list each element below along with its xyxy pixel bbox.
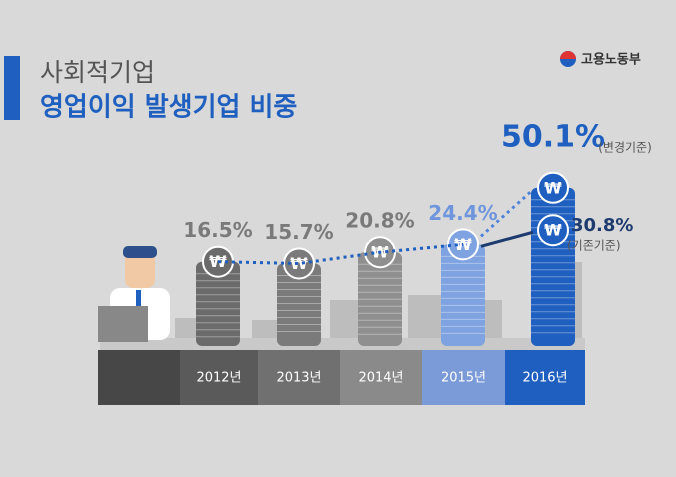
building bbox=[408, 295, 446, 340]
coin-stack bbox=[441, 244, 485, 346]
trend-line bbox=[217, 242, 464, 265]
x-tick-label: 2013년 bbox=[276, 371, 321, 386]
year-cell bbox=[422, 350, 505, 405]
building bbox=[330, 300, 362, 340]
base-left bbox=[98, 350, 180, 405]
currency-symbol: ₩ bbox=[544, 221, 562, 240]
chart-title: 사회적기업 bbox=[40, 58, 155, 87]
basis-coin bbox=[537, 214, 569, 247]
building bbox=[480, 300, 502, 340]
x-tick-label: 2016년 bbox=[522, 371, 567, 386]
year-cell bbox=[505, 350, 585, 405]
value-label: 15.7% bbox=[264, 220, 333, 244]
building bbox=[252, 320, 280, 340]
chart-subtitle: 영업이익 발생기업 비중 bbox=[40, 93, 297, 123]
laptop bbox=[98, 306, 148, 342]
x-tick-label: 2015년 bbox=[441, 371, 486, 386]
coin-stack bbox=[358, 252, 402, 346]
coin bbox=[283, 247, 315, 280]
coin-stack bbox=[196, 261, 240, 346]
currency-symbol: ₩ bbox=[544, 178, 562, 197]
base-top bbox=[100, 338, 585, 350]
x-tick-label: 2014년 bbox=[358, 371, 403, 386]
coin bbox=[537, 171, 569, 204]
x-tick-label: 2012년 bbox=[196, 371, 241, 386]
coin-stack bbox=[531, 187, 575, 346]
logo-text: 고용노동부 bbox=[581, 52, 641, 68]
value-label: 24.4% bbox=[428, 201, 497, 225]
head bbox=[125, 252, 155, 288]
year-cell bbox=[180, 350, 258, 405]
trend-arrow bbox=[479, 188, 535, 238]
basis-label: 30.8% bbox=[571, 215, 633, 236]
currency-symbol: ₩ bbox=[290, 254, 308, 273]
logo: 고용노동부 bbox=[560, 51, 641, 68]
person bbox=[98, 246, 170, 342]
coin-stack bbox=[277, 263, 321, 346]
note: (변경기준) bbox=[598, 140, 652, 154]
value-label: 20.8% bbox=[345, 209, 414, 233]
year-cell bbox=[340, 350, 422, 405]
basis-arrow bbox=[480, 230, 534, 248]
value-label: 16.5% bbox=[183, 218, 252, 242]
year-cell bbox=[258, 350, 340, 405]
currency-symbol: ₩ bbox=[454, 235, 472, 254]
value-label: 50.1% bbox=[501, 119, 605, 154]
hair bbox=[123, 246, 157, 258]
logo-icon-top bbox=[560, 51, 576, 59]
tie bbox=[136, 290, 141, 312]
basis-note: (기존기준) bbox=[567, 239, 621, 253]
title-bar bbox=[4, 56, 20, 120]
